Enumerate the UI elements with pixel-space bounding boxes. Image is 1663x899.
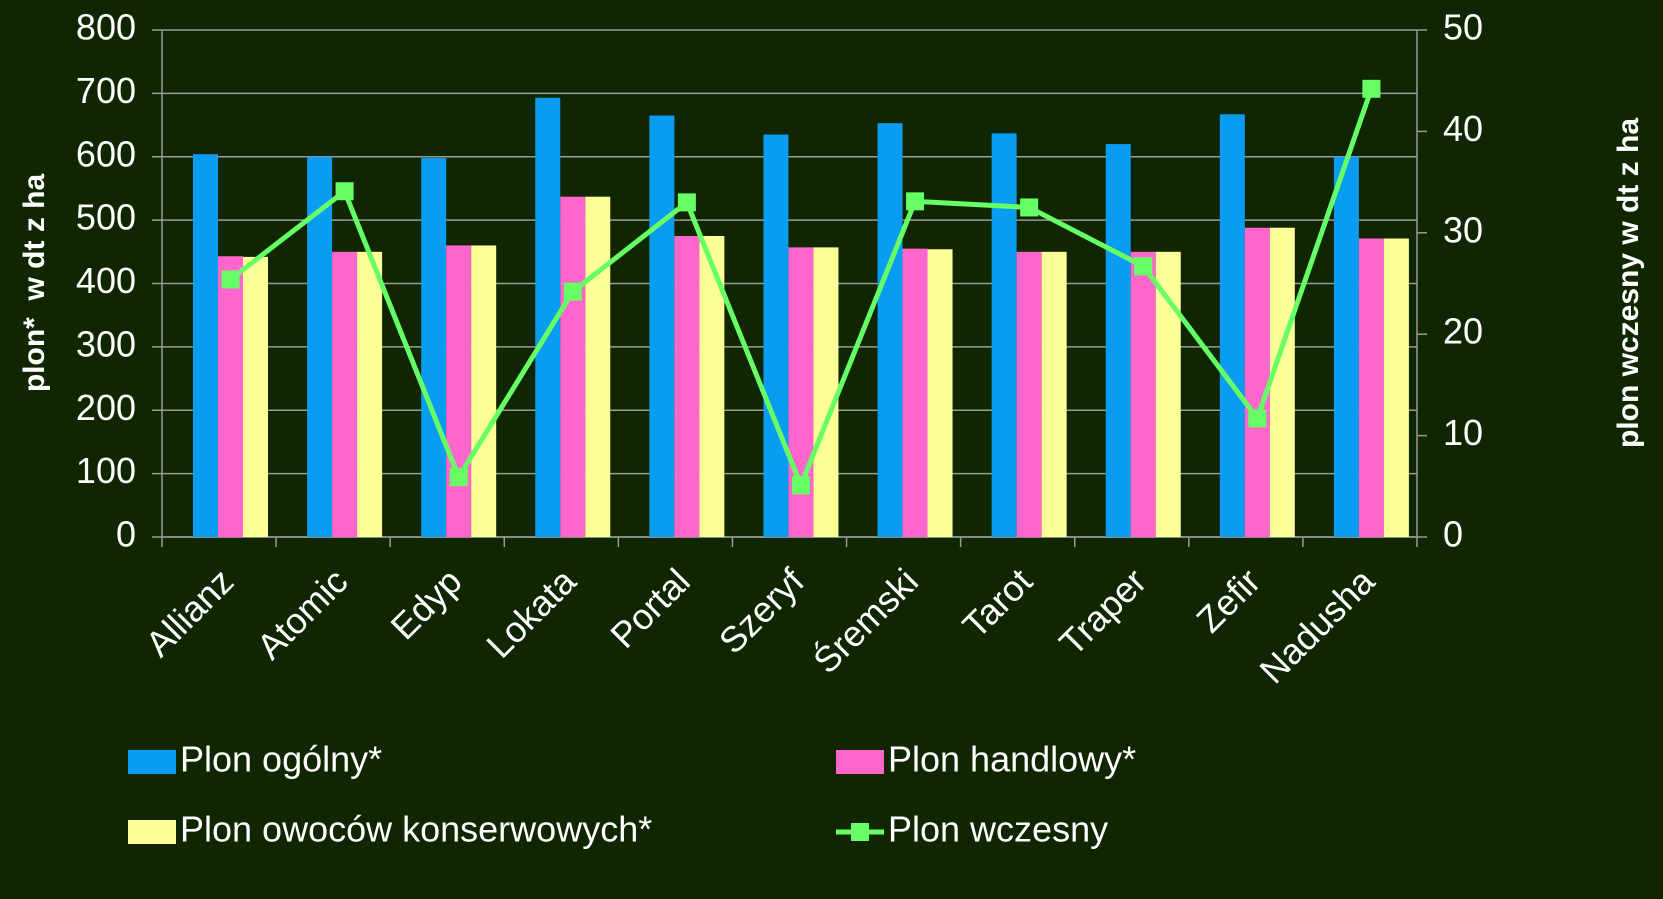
bar <box>218 256 243 537</box>
bar <box>1334 157 1359 537</box>
bar <box>992 133 1017 537</box>
marker <box>222 270 240 288</box>
bar <box>1131 252 1156 537</box>
legend-label: Plon wczesny <box>888 809 1108 850</box>
bar <box>1384 239 1409 537</box>
marker <box>1134 257 1152 275</box>
y-tick-label: 300 <box>76 323 136 364</box>
bar <box>243 257 268 537</box>
marker <box>792 476 810 494</box>
bar <box>903 249 928 537</box>
legend-label: Plon owoców konserwowych* <box>180 809 652 850</box>
y-tick-label: 200 <box>76 387 136 428</box>
y2-axis-label: plon wczesny w dt z ha <box>1612 118 1645 448</box>
legend-swatch <box>128 820 176 844</box>
legend-swatch <box>836 750 884 774</box>
y-tick-label: 700 <box>76 70 136 111</box>
y-tick-label: 100 <box>76 450 136 491</box>
legend-marker <box>851 823 869 841</box>
y-tick-label: 800 <box>76 7 136 48</box>
y2-tick-label: 40 <box>1443 108 1483 149</box>
marker <box>1020 198 1038 216</box>
legend-label: Plon handlowy* <box>888 739 1136 780</box>
marker <box>450 468 468 486</box>
bar <box>332 252 357 537</box>
y2-tick-label: 10 <box>1443 412 1483 453</box>
y2-tick-label: 0 <box>1443 514 1463 555</box>
y-tick-label: 500 <box>76 197 136 238</box>
bar <box>471 245 496 537</box>
marker <box>906 192 924 210</box>
bar <box>421 158 446 537</box>
bar <box>193 154 218 537</box>
bar <box>1220 114 1245 537</box>
bar <box>357 252 382 537</box>
bar <box>674 236 699 537</box>
bar <box>813 247 838 537</box>
y-tick-label: 0 <box>116 514 136 555</box>
marker <box>564 283 582 301</box>
marker <box>1248 409 1266 427</box>
y-tick-label: 600 <box>76 133 136 174</box>
y2-tick-label: 20 <box>1443 311 1483 352</box>
y-axis-label: plon* w dt z ha <box>18 174 51 393</box>
bar <box>928 249 953 537</box>
bar <box>1245 228 1270 537</box>
bar <box>307 157 332 537</box>
bar <box>585 197 610 537</box>
bar <box>1106 144 1131 537</box>
legend-swatch <box>128 750 176 774</box>
bar <box>649 116 674 537</box>
bar <box>763 135 788 537</box>
bar <box>1017 252 1042 537</box>
bar <box>878 123 903 537</box>
legend-label: Plon ogólny* <box>180 739 382 780</box>
y2-tick-label: 50 <box>1443 7 1483 48</box>
bar <box>560 197 585 537</box>
chart: plon* w dt z ha plon wczesny w dt z ha 0… <box>0 0 1663 899</box>
bar <box>446 245 471 537</box>
y-tick-label: 400 <box>76 260 136 301</box>
bar <box>1270 228 1295 537</box>
bar <box>1042 252 1067 537</box>
bar <box>1359 239 1384 537</box>
bar <box>1156 252 1181 537</box>
marker <box>336 182 354 200</box>
y2-tick-label: 30 <box>1443 209 1483 250</box>
marker <box>1362 80 1380 98</box>
marker <box>678 193 696 211</box>
